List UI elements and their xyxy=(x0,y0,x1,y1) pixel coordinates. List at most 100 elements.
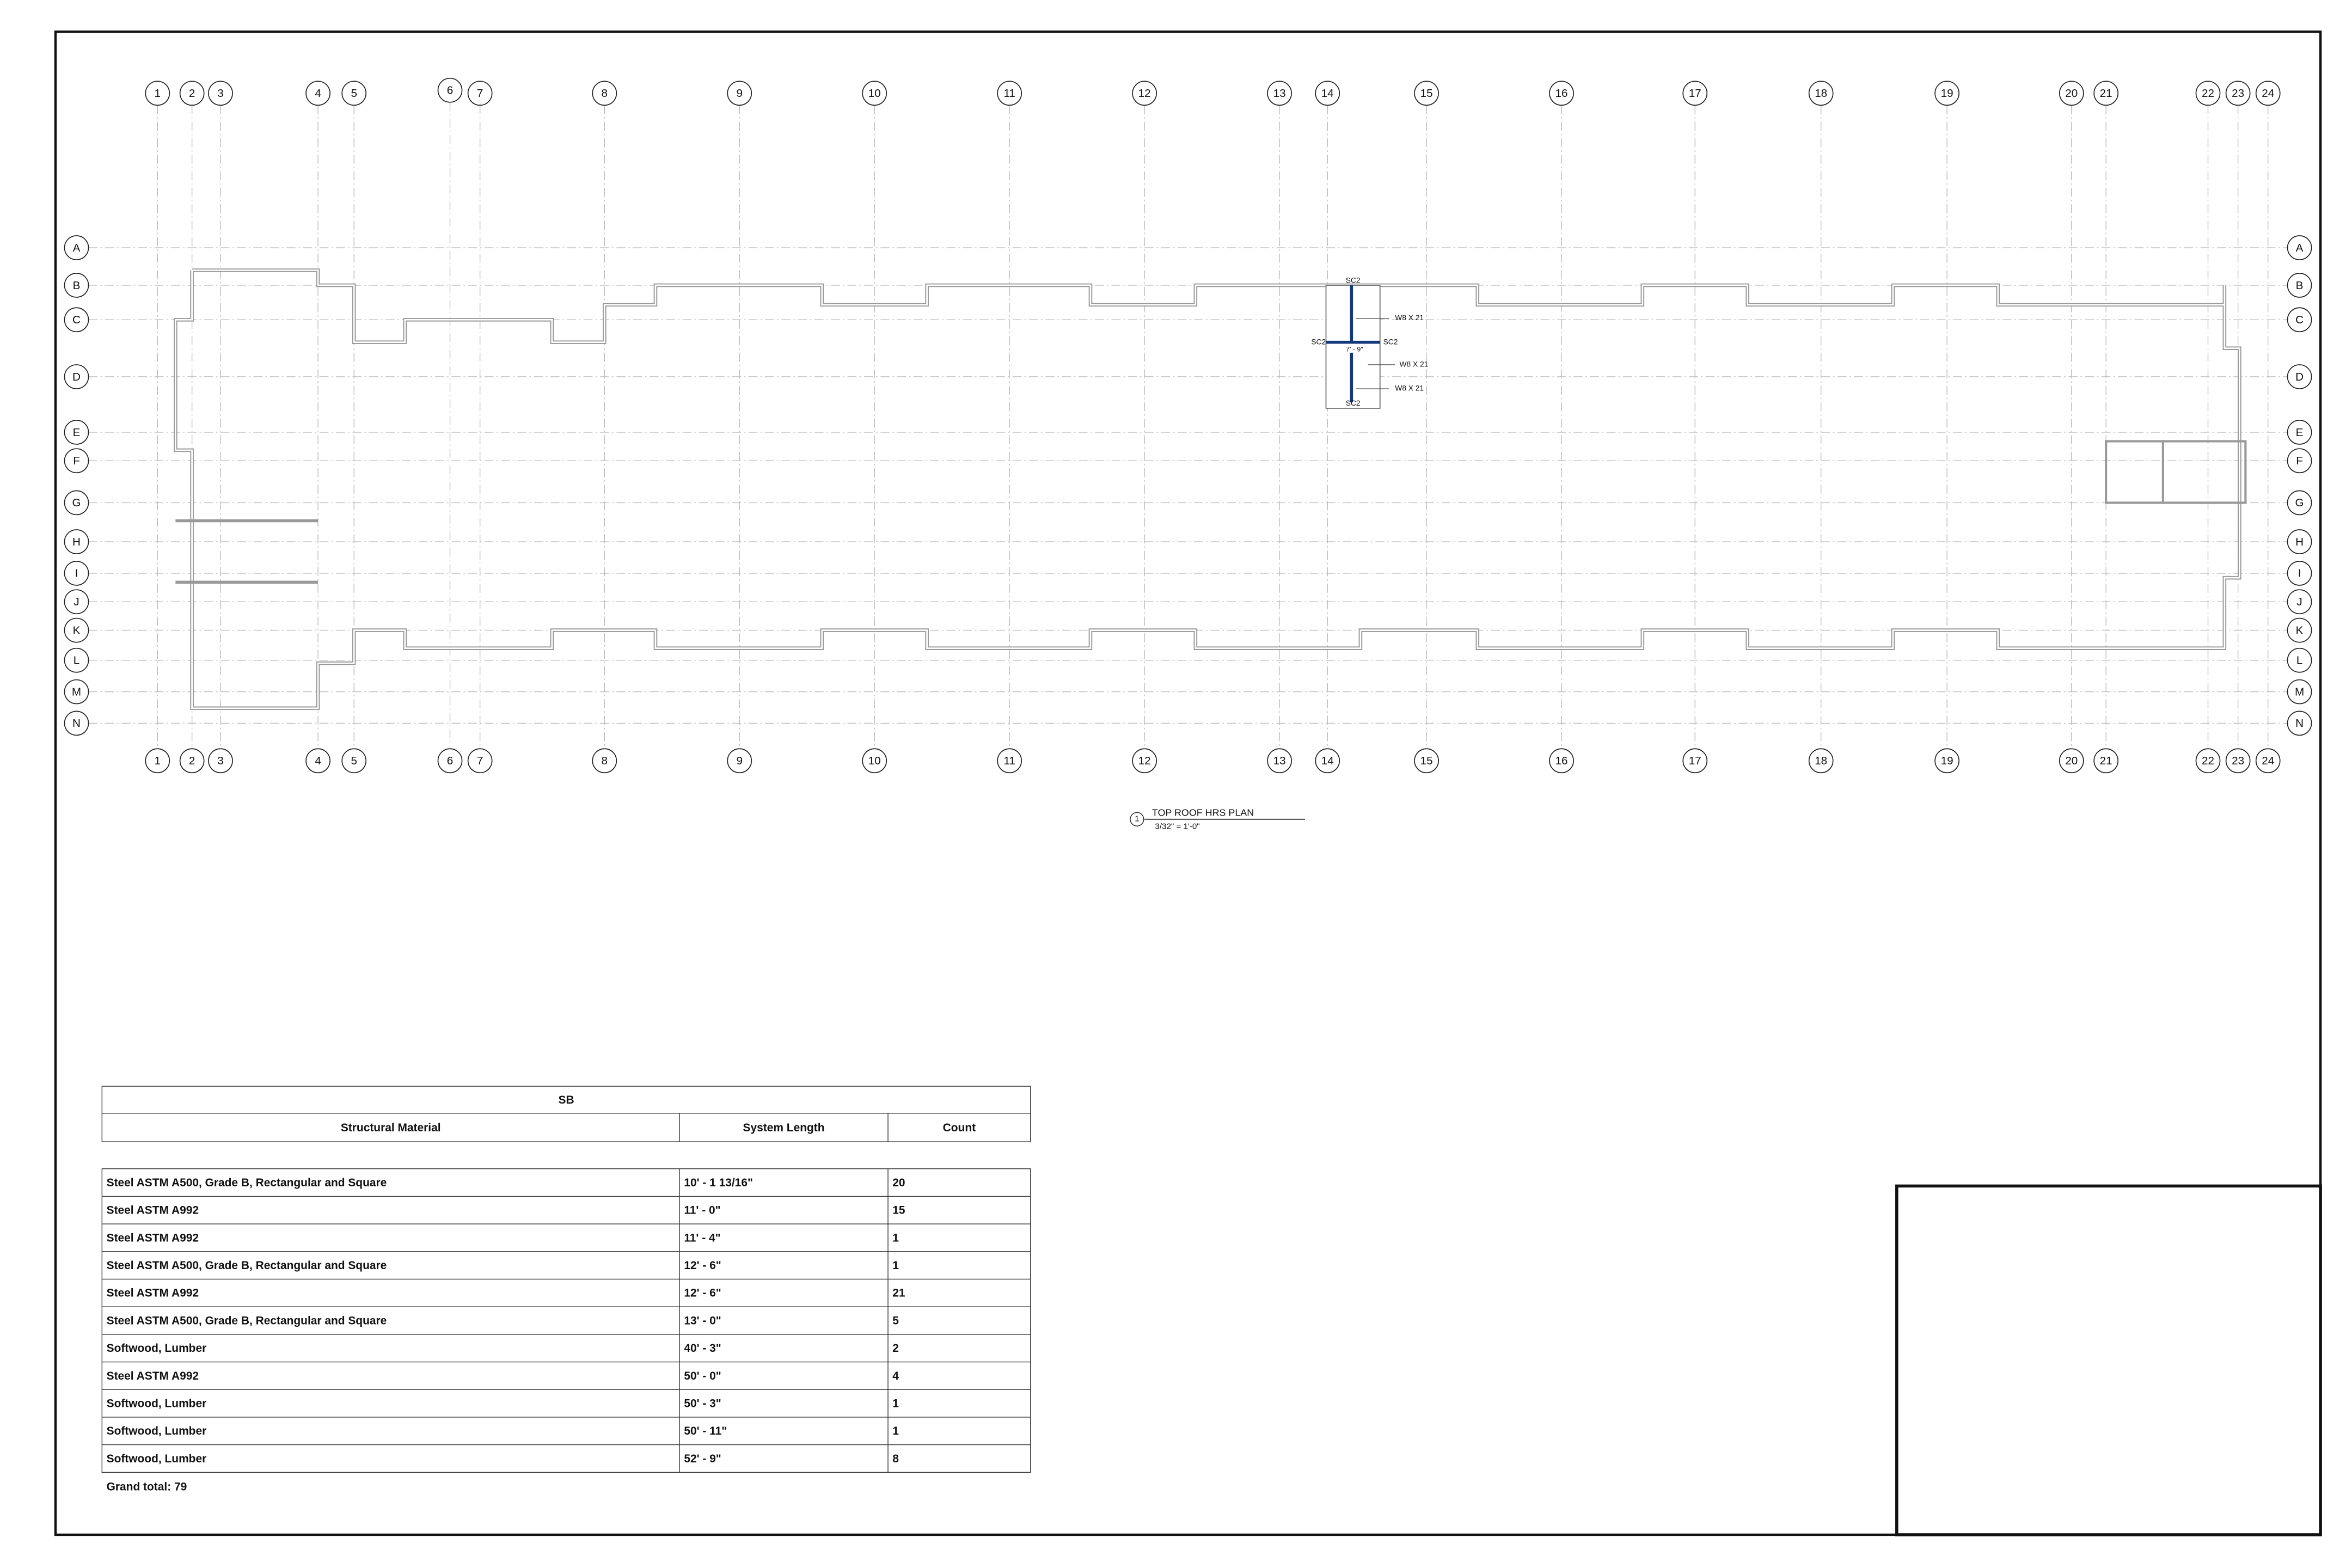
connection-label: SC2 xyxy=(1346,399,1361,407)
table-cell: 12' - 6" xyxy=(684,1287,721,1300)
bubble-circle xyxy=(2287,710,2312,736)
bubble-circle xyxy=(2287,307,2312,333)
bubble-circle xyxy=(862,748,887,774)
grid-bubble: 4 xyxy=(305,748,330,774)
bubble-circle xyxy=(64,273,89,298)
grid-bubble: I xyxy=(2287,561,2312,586)
table-cell: 50' - 3" xyxy=(684,1397,721,1410)
grid-bubble: 7 xyxy=(467,748,493,774)
grid-label: 12 xyxy=(1138,755,1151,767)
table-title: SB xyxy=(559,1094,574,1106)
bubble-circle xyxy=(2287,529,2312,554)
grid-bubble: 10 xyxy=(862,748,887,774)
grid-label: 18 xyxy=(1815,755,1827,767)
bubble-circle xyxy=(64,710,89,736)
bubble-circle xyxy=(64,448,89,474)
grid-bubble: 21 xyxy=(2093,81,2119,106)
grid-bubble: 2 xyxy=(179,748,205,774)
bubble-circle xyxy=(1549,748,1574,774)
grand-total: Grand total: 79 xyxy=(107,1481,187,1493)
grid-label: N xyxy=(72,717,81,730)
grid-bubble: 15 xyxy=(1414,81,1439,106)
table-border xyxy=(101,1168,1031,1473)
bubble-circle xyxy=(145,748,170,774)
grid-bubble: 23 xyxy=(2225,81,2251,106)
bubble-circle xyxy=(2255,81,2281,106)
bubble-circle xyxy=(1267,748,1292,774)
connection-label: SC2 xyxy=(1383,338,1398,346)
column-header: Count xyxy=(943,1122,976,1134)
bubble-circle xyxy=(64,307,89,333)
bubble-circle xyxy=(467,81,493,106)
grid-bubble: F xyxy=(64,448,89,474)
grid-bubble: A xyxy=(2287,235,2312,260)
grid-label: C xyxy=(72,314,81,326)
grid-bubble: 8 xyxy=(592,81,617,106)
table-cell: 4 xyxy=(892,1370,899,1382)
sheet-border xyxy=(54,30,2322,1536)
grid-bubble: I xyxy=(64,561,89,586)
grid-label: 21 xyxy=(2100,87,2112,100)
table-cell: Steel ASTM A500, Grade B, Rectangular an… xyxy=(107,1177,387,1189)
grid-bubble: 20 xyxy=(2059,748,2084,774)
grid-bubble: A xyxy=(64,235,89,260)
table-cell: 15 xyxy=(892,1204,905,1217)
grid-label: M xyxy=(72,685,81,698)
bubble-circle xyxy=(64,490,89,516)
bubble-circle xyxy=(2287,364,2312,389)
grid-bubble: 6 xyxy=(437,748,463,774)
grid-label: 24 xyxy=(2262,755,2274,767)
beam-label: W8 X 21 xyxy=(1395,314,1424,322)
grid-bubble: L xyxy=(64,647,89,673)
table-cell: 13' - 0" xyxy=(684,1314,721,1327)
bubble-circle xyxy=(64,235,89,260)
table-cell: 5 xyxy=(892,1314,899,1327)
grid-label: 6 xyxy=(447,84,454,97)
grid-label: M xyxy=(2295,685,2304,698)
grid-label: 8 xyxy=(602,755,608,767)
grid-label: 9 xyxy=(737,87,743,100)
grid-label: 1 xyxy=(155,755,161,767)
grid-label: E xyxy=(73,426,81,439)
grid-bubble: D xyxy=(64,364,89,389)
column-header: Structural Material xyxy=(341,1122,441,1134)
bubble-circle xyxy=(997,748,1022,774)
bubble-circle xyxy=(179,81,205,106)
grid-bubble: G xyxy=(64,490,89,516)
grid-label: K xyxy=(2296,624,2304,636)
grid-bubble: 9 xyxy=(727,81,752,106)
bubble-circle xyxy=(1315,81,1340,106)
table-cell: 50' - 11" xyxy=(684,1425,727,1437)
view-title: 1 TOP ROOF HRS PLAN 3/32" = 1'-0" xyxy=(1130,807,1305,831)
grid-bubble: H xyxy=(2287,529,2312,554)
bubble-circle xyxy=(1549,81,1574,106)
grid-label: 5 xyxy=(351,755,357,767)
grid-label: 14 xyxy=(1321,755,1334,767)
table-cell: 1 xyxy=(892,1259,899,1272)
bubble-circle xyxy=(2287,589,2312,615)
grid-label: G xyxy=(2295,497,2304,509)
grid-bubble: K xyxy=(64,617,89,643)
grid-label: 15 xyxy=(1420,87,1433,100)
grid-label: 7 xyxy=(477,755,483,767)
grid-label: A xyxy=(73,242,81,254)
grid-label: 16 xyxy=(1555,87,1568,100)
grid-bubble: 16 xyxy=(1549,748,1574,774)
grid-label: L xyxy=(74,654,80,667)
grid-label: I xyxy=(75,567,78,580)
view-scale: 3/32" = 1'-0" xyxy=(1155,822,1199,831)
grid-bubble: 18 xyxy=(1808,748,1834,774)
grid-label: I xyxy=(2298,567,2301,580)
bubble-circle xyxy=(64,364,89,389)
bubble-circle xyxy=(305,748,330,774)
grid-bubble: N xyxy=(2287,710,2312,736)
grid-bubble: 22 xyxy=(2195,748,2221,774)
dimension: 7' - 9" xyxy=(1346,346,1363,353)
table-cell: 40' - 3" xyxy=(684,1342,721,1355)
grid-bubble: L xyxy=(2287,647,2312,673)
grid-label: 19 xyxy=(1941,87,1953,100)
connection-label: SC2 xyxy=(1311,338,1326,346)
table-cell: Steel ASTM A500, Grade B, Rectangular an… xyxy=(107,1259,387,1272)
table-cell: Softwood, Lumber xyxy=(107,1425,207,1437)
bubble-circle xyxy=(1132,81,1157,106)
